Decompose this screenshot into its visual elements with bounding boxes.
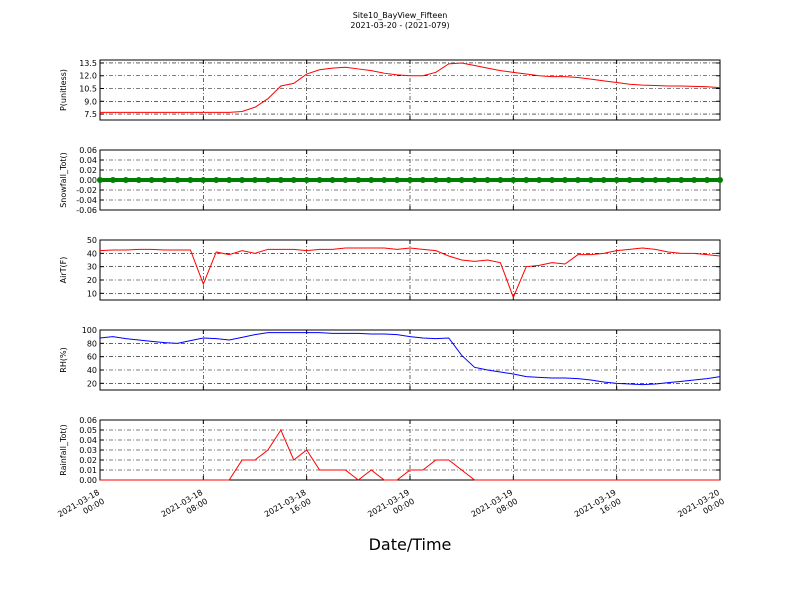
y-tick-label: 20 — [87, 276, 97, 285]
data-line — [100, 62, 721, 113]
y-tick-label: 40 — [87, 366, 97, 375]
chart-title: Site10_BayView_Fifteen — [353, 11, 448, 20]
y-tick-label: -0.02 — [76, 186, 97, 195]
y-axis-label: Snowfall_Tot() — [59, 152, 68, 208]
data-line — [99, 247, 721, 299]
y-tick-label: 0.04 — [79, 436, 97, 445]
y-tick-label: 20 — [87, 379, 97, 388]
y-tick-label: 10 — [87, 289, 97, 298]
data-line — [100, 428, 720, 481]
y-axis-label: AirT(F) — [59, 257, 68, 284]
y-tick-label: 40 — [87, 249, 97, 258]
y-tick-label: 60 — [87, 353, 97, 362]
y-tick-label: 12.0 — [79, 72, 97, 81]
y-tick-label: 0.00 — [79, 176, 97, 185]
y-tick-label: 50 — [87, 236, 97, 245]
y-tick-label: 30 — [87, 263, 97, 272]
y-tick-label: 0.06 — [79, 146, 97, 155]
y-tick-label: -0.06 — [76, 206, 97, 215]
chart-subtitle: 2021-03-20 - (2021-079) — [350, 21, 449, 30]
y-tick-label: 100 — [82, 326, 97, 335]
y-tick-label: 0.06 — [79, 416, 97, 425]
y-axis-label: RH(%) — [59, 347, 68, 372]
y-tick-label: 0.03 — [79, 446, 97, 455]
y-axis-label: Rainfall_Tot() — [59, 424, 68, 476]
y-tick-label: 10.5 — [79, 85, 97, 94]
y-tick-label: -0.04 — [76, 196, 97, 205]
y-tick-label: 0.01 — [79, 466, 97, 475]
y-tick-label: 80 — [87, 339, 97, 348]
y-tick-label: 0.02 — [79, 456, 97, 465]
y-tick-label: 0.00 — [79, 476, 97, 485]
y-tick-label: 7.5 — [84, 110, 97, 119]
x-axis-label: Date/Time — [369, 535, 452, 554]
y-tick-label: 0.05 — [79, 426, 97, 435]
y-axis-label: P(unitless) — [59, 69, 68, 111]
data-line — [99, 332, 721, 386]
y-tick-label: 13.5 — [79, 59, 97, 68]
y-tick-label: 0.04 — [79, 156, 97, 165]
y-tick-label: 0.02 — [79, 166, 97, 175]
y-tick-label: 9.0 — [84, 97, 97, 106]
